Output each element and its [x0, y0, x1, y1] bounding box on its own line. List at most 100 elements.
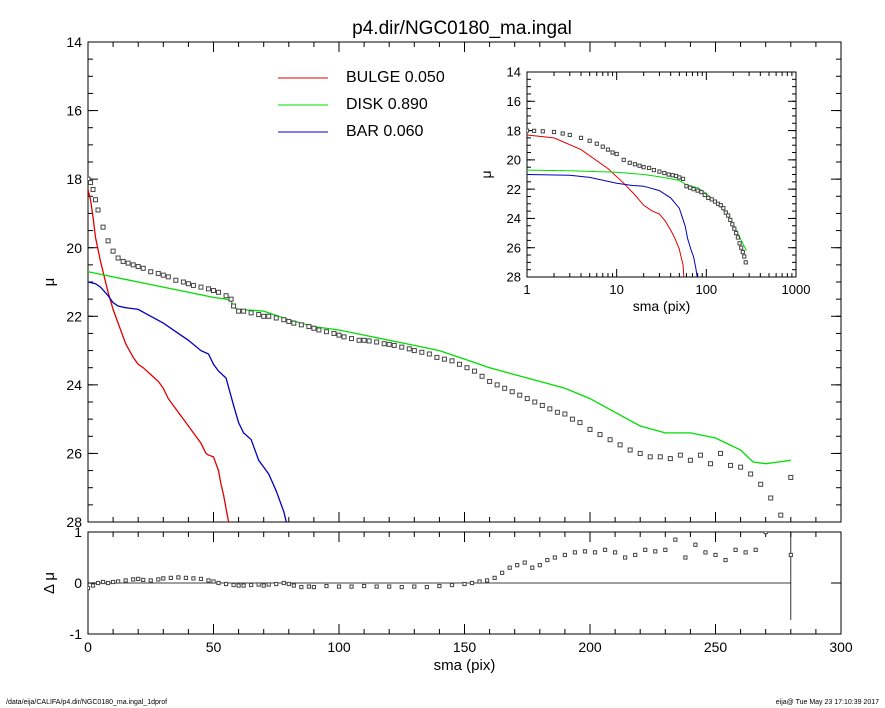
main-point-data	[778, 512, 784, 518]
legend-label-2: BAR 0.060	[346, 123, 423, 140]
residual-xtick-label: 200	[578, 639, 602, 655]
main-y-axis-label: μ	[41, 278, 58, 287]
main-point-data	[216, 289, 222, 295]
residual-point-data	[623, 555, 628, 560]
inset-point-data	[712, 199, 718, 204]
residual-point-data	[788, 552, 793, 558]
main-point-data	[120, 258, 126, 264]
main-point-data	[677, 452, 683, 458]
inset-point-data	[527, 128, 530, 133]
main-point-data	[426, 351, 432, 357]
residual-point-data	[156, 577, 161, 582]
main-point-data	[298, 322, 304, 328]
residual-point-data	[663, 547, 668, 552]
inset-point-data	[721, 206, 726, 211]
residual-point-data	[592, 550, 598, 555]
main-point-data	[687, 457, 693, 463]
main-point-data	[381, 341, 387, 347]
main-ytick-label: 24	[66, 377, 82, 393]
main-point-data	[323, 329, 329, 335]
main-point-data	[228, 296, 234, 302]
main-point-data	[748, 471, 754, 477]
inset-point-data	[742, 254, 747, 259]
main-point-data	[738, 464, 744, 470]
inset-point-data	[600, 144, 605, 149]
main-ytick-label: 14	[66, 34, 82, 50]
main-ytick-label: 16	[66, 103, 82, 119]
residual-point-data	[484, 578, 490, 583]
main-point-data	[728, 462, 734, 468]
inset-point-data	[691, 187, 696, 192]
main-point-data	[331, 330, 337, 336]
residual-y-axis-label: Δ μ	[41, 572, 58, 594]
main-point-data	[399, 344, 405, 350]
inset-point-data	[531, 128, 537, 133]
residual-point-data	[249, 582, 254, 588]
main-point-data	[569, 416, 575, 422]
residual-point-data	[572, 550, 578, 555]
main-point-data	[341, 334, 347, 340]
residual-ytick-label: -1	[70, 626, 83, 642]
inset-point-data	[651, 168, 656, 173]
residual-point-data	[168, 575, 173, 580]
residual-point-data	[362, 583, 367, 589]
main-point-data	[135, 264, 141, 270]
inset-xtick-label: 100	[695, 282, 717, 297]
main-point-data	[180, 279, 186, 285]
inset-point-data	[735, 235, 741, 240]
inset-point-data	[728, 217, 733, 222]
inset-ytick-label: 14	[507, 65, 521, 80]
main-point-data	[256, 312, 262, 318]
residual-point-data	[216, 580, 221, 586]
main-ytick-label: 26	[66, 445, 82, 461]
footer-user-date: eija@ Tue May 23 17:10:39 2017	[776, 699, 879, 706]
inset-point-data	[677, 175, 682, 180]
inset-xtick-label: 1	[523, 282, 530, 297]
main-point-data	[105, 238, 111, 244]
main-ytick-label: 20	[66, 240, 82, 256]
main-point-data	[758, 481, 764, 487]
residual-point-data	[100, 579, 106, 585]
inset-point-data	[627, 160, 632, 165]
main-point-data	[223, 293, 229, 299]
legend-label-1: DISK 0.890	[346, 96, 428, 113]
residual-point-data	[349, 584, 354, 589]
residual-point-data	[602, 547, 608, 552]
main-point-data	[316, 327, 322, 333]
residual-point-data	[191, 576, 196, 581]
main-point-data	[788, 474, 794, 480]
residual-point-data	[477, 579, 482, 584]
residual-point-data	[299, 584, 304, 590]
residual-point-data	[673, 537, 678, 542]
residual-series-group	[88, 532, 793, 591]
inset-point-data	[666, 172, 671, 177]
main-line-disk	[88, 271, 791, 465]
main-point-data	[110, 248, 116, 254]
main-point-data	[449, 358, 455, 364]
inset-point-data	[567, 132, 572, 138]
inset-point-data	[702, 192, 707, 198]
residual-point-data	[492, 575, 497, 580]
residual-xtick-label: 150	[453, 639, 477, 655]
inset-ytick-label: 20	[507, 153, 521, 168]
inset-ytick-label: 22	[507, 182, 521, 197]
residual-ytick-label: 0	[74, 575, 82, 591]
inset-point-data	[614, 151, 619, 157]
main-point-data	[95, 207, 101, 213]
residual-xtick-label: 250	[704, 639, 728, 655]
residual-point-data	[90, 583, 96, 588]
main-point-data	[198, 284, 204, 290]
main-point-data	[411, 348, 417, 354]
main-point-data	[391, 342, 397, 348]
main-point-data	[647, 454, 653, 460]
residual-point-data	[274, 581, 279, 587]
residual-point-data	[387, 584, 392, 589]
main-point-data	[173, 277, 179, 283]
inset-point-data	[706, 195, 711, 201]
residual-point-data	[552, 555, 557, 560]
main-point-data	[261, 313, 267, 319]
main-point-data	[241, 308, 247, 314]
main-point-data	[472, 368, 478, 374]
residual-point-data	[336, 584, 342, 589]
main-point-data	[190, 282, 196, 288]
